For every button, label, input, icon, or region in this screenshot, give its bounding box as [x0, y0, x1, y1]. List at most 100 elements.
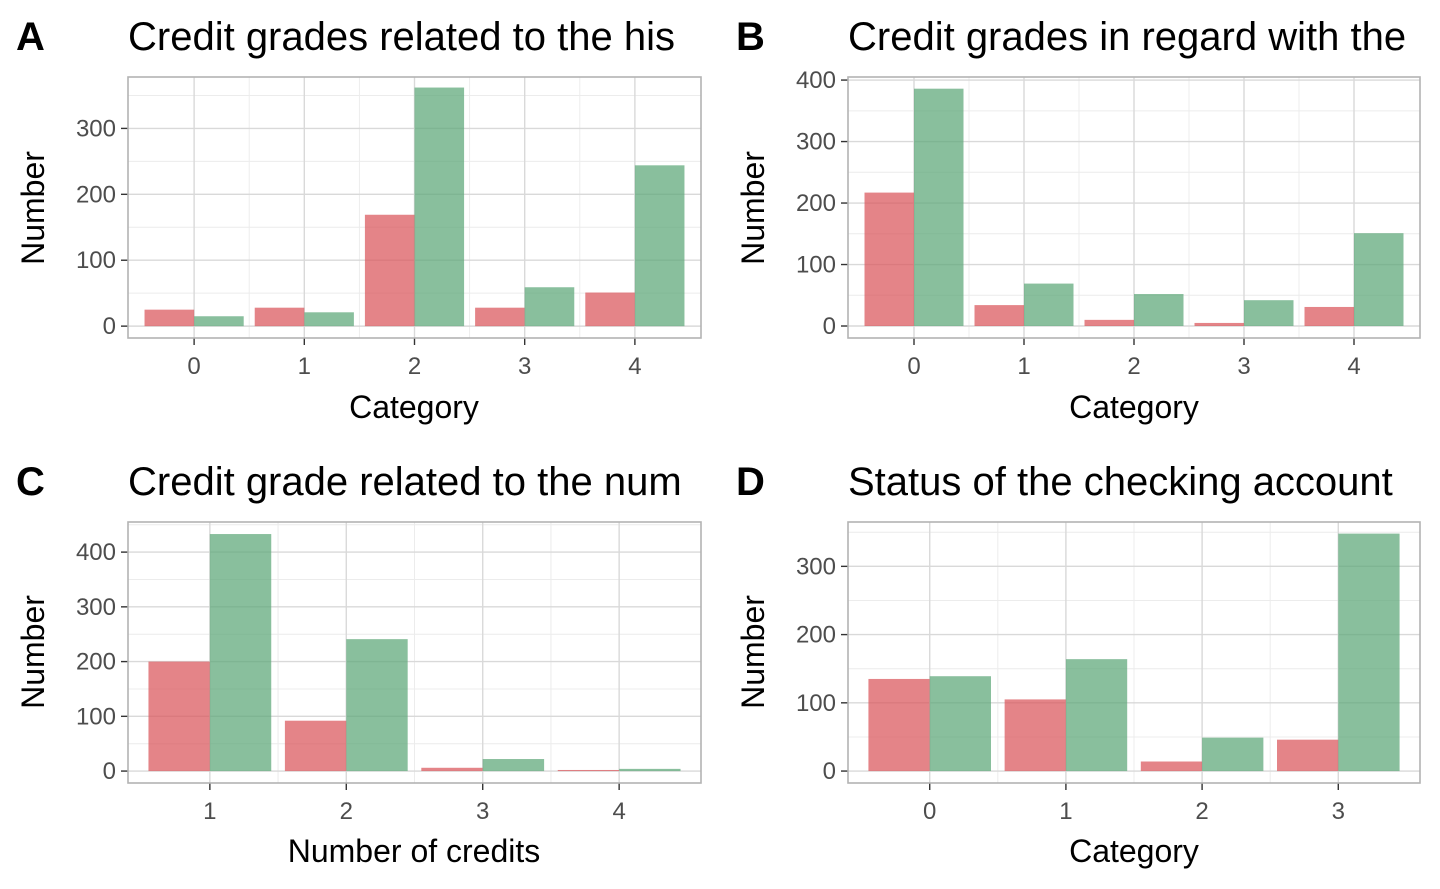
- bar: [1354, 233, 1404, 327]
- panel-letter: C: [16, 460, 45, 504]
- y-axis-title: Number: [735, 595, 771, 709]
- bar: [414, 87, 465, 327]
- x-tick-label: 4: [628, 353, 641, 380]
- x-tick-label: 3: [1237, 353, 1250, 380]
- y-tick-label: 0: [823, 758, 836, 785]
- plot-area: 0 100 200 300 400 1 2 3 4: [76, 521, 702, 825]
- x-tick-label: 3: [518, 353, 531, 380]
- x-tick-label: 3: [1332, 798, 1345, 825]
- x-tick-label: 1: [203, 798, 216, 825]
- panel-border: [847, 521, 1421, 784]
- y-tick-label: 0: [103, 313, 116, 340]
- panel-a: A Credit grades related to the his 0 100 2…: [15, 15, 702, 425]
- x-axis-title: Category: [1069, 833, 1199, 869]
- bar: [1277, 739, 1339, 772]
- bar: [1084, 319, 1134, 327]
- y-tick-label: 400: [76, 539, 116, 566]
- bar: [524, 287, 575, 327]
- bar: [634, 165, 685, 327]
- bar: [1024, 283, 1074, 327]
- y-tick-label: 0: [823, 313, 836, 340]
- panel-d: D Status of the checking account 0100200…: [735, 460, 1421, 869]
- panel-b: B Credit grades in regard with the 0 100 2…: [735, 15, 1421, 425]
- x-tick-label: 2: [1127, 353, 1140, 380]
- y-tick-label: 200: [796, 190, 836, 217]
- bar: [929, 676, 991, 772]
- bar: [364, 214, 415, 327]
- y-tick-label: 300: [76, 115, 116, 142]
- y-tick-label: 200: [76, 649, 116, 676]
- x-tick-label: 1: [1059, 798, 1072, 825]
- y-tick-label: 100: [796, 690, 836, 717]
- panel-title: Credit grade related to the num: [128, 460, 682, 504]
- bar: [868, 678, 930, 772]
- bar: [1140, 761, 1203, 772]
- x-axis-title: Number of credits: [288, 833, 541, 869]
- y-axis-title: Number: [15, 151, 51, 265]
- bar: [194, 316, 244, 327]
- x-tick-label: 0: [187, 353, 200, 380]
- y-tick-label: 0: [103, 758, 116, 785]
- bar: [1202, 737, 1264, 772]
- bar: [974, 305, 1024, 327]
- y-tick-label: 100: [76, 703, 116, 730]
- y-tick-label: 400: [796, 67, 836, 94]
- y-tick-label: 100: [796, 252, 836, 279]
- y-tick-label: 200: [796, 622, 836, 649]
- x-axis-title: Category: [1069, 389, 1199, 425]
- y-tick-label: 300: [796, 129, 836, 156]
- bar: [1134, 294, 1184, 327]
- bar: [1004, 699, 1066, 772]
- panel-border: [127, 76, 702, 339]
- plot-area: 0 100 200 300 0 1 2 3 4: [76, 76, 702, 380]
- y-axis-title: Number: [15, 595, 51, 709]
- bar: [209, 534, 272, 772]
- bar: [144, 309, 195, 327]
- x-tick-label: 0: [907, 353, 920, 380]
- bar: [914, 88, 964, 327]
- x-tick-label: 2: [340, 798, 353, 825]
- panel-title: Credit grades in regard with the: [848, 15, 1406, 59]
- panel-title: Credit grades related to the his: [128, 15, 675, 59]
- y-tick-label: 100: [76, 247, 116, 274]
- bar: [1194, 322, 1244, 327]
- panel-letter: A: [16, 15, 45, 59]
- panel-border: [127, 521, 702, 784]
- bar: [585, 292, 635, 327]
- bar: [346, 639, 408, 772]
- x-tick-label: 1: [298, 353, 311, 380]
- x-tick-label: 3: [476, 798, 489, 825]
- panel-title: Status of the checking account: [848, 460, 1393, 504]
- y-axis-title: Number: [735, 151, 771, 265]
- bar: [284, 720, 347, 772]
- bar: [421, 767, 483, 772]
- x-tick-label: 0: [923, 798, 936, 825]
- plot-area: 0 100 200 300 400 0 1 2 3 4: [796, 67, 1421, 380]
- bar: [304, 312, 354, 327]
- bar: [1065, 659, 1128, 772]
- bar: [1338, 533, 1400, 772]
- panel-c: C Credit grade related to the num 0 100 20…: [15, 460, 702, 869]
- panel-border: [847, 76, 1421, 339]
- bar: [864, 192, 914, 327]
- y-tick-label: 300: [796, 553, 836, 580]
- x-tick-label: 4: [612, 798, 625, 825]
- bar: [254, 307, 305, 327]
- bar: [619, 768, 681, 772]
- bar: [557, 769, 620, 772]
- bar: [1244, 300, 1294, 327]
- y-tick-label: 200: [76, 181, 116, 208]
- panel-letter: D: [736, 460, 765, 504]
- plot-area: 0 100 200 300 0 1 2 3: [796, 521, 1421, 825]
- bar: [1304, 306, 1354, 327]
- x-axis-title: Category: [349, 389, 479, 425]
- x-tick-label: 4: [1347, 353, 1360, 380]
- x-tick-label: 1: [1017, 353, 1030, 380]
- bar: [475, 307, 525, 327]
- bar: [148, 661, 210, 772]
- x-tick-label: 2: [1195, 798, 1208, 825]
- panel-letter: B: [736, 15, 765, 59]
- x-tick-label: 2: [408, 353, 421, 380]
- bar: [482, 759, 545, 772]
